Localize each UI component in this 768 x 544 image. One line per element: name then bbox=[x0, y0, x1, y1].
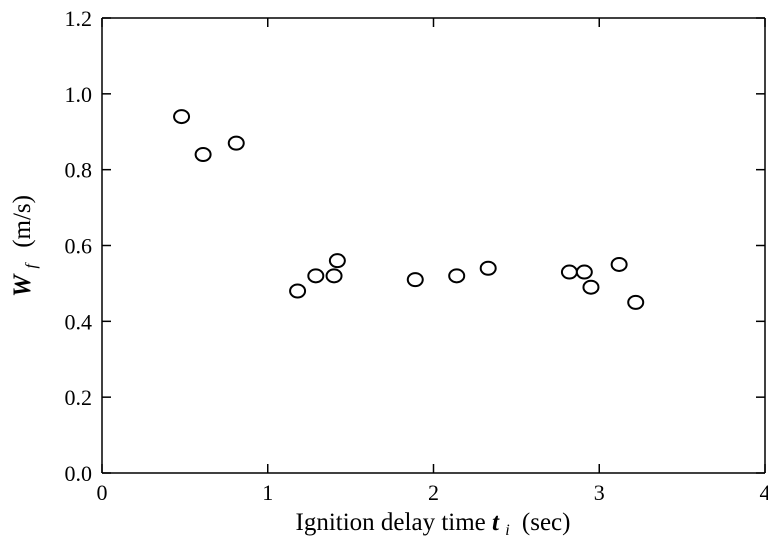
data-point bbox=[582, 279, 600, 295]
data-point bbox=[227, 135, 245, 151]
y-axis-subscript: f bbox=[23, 262, 40, 269]
data-point bbox=[575, 264, 593, 280]
x-tick-label: 0 bbox=[97, 480, 108, 505]
data-point bbox=[627, 294, 645, 310]
data-point bbox=[610, 256, 628, 272]
y-ticks: 0.0 0.2 0.4 0.6 0.8 1.0 1.2 bbox=[65, 6, 765, 486]
data-point bbox=[448, 268, 466, 284]
y-axis-unit: (m/s) bbox=[9, 195, 36, 248]
x-tick-label: 3 bbox=[594, 480, 605, 505]
x-axis-unit: (sec) bbox=[522, 509, 571, 536]
x-tick-label: 4 bbox=[760, 480, 768, 505]
y-tick-label: 1.0 bbox=[65, 82, 93, 107]
y-tick-label: 0.4 bbox=[65, 309, 93, 334]
data-markers bbox=[173, 109, 645, 310]
x-axis-subscript: i bbox=[505, 522, 509, 539]
x-axis-title: Ignition delay time t i (sec) bbox=[296, 509, 571, 541]
data-point bbox=[479, 260, 497, 276]
y-axis-title: W f (m/s) bbox=[9, 195, 42, 297]
x-tick-label: 1 bbox=[262, 480, 273, 505]
data-point bbox=[289, 283, 307, 299]
x-axis-symbol: t bbox=[492, 509, 500, 536]
plot-frame bbox=[101, 17, 766, 474]
data-point bbox=[560, 264, 578, 280]
x-axis-label: Ignition delay time bbox=[296, 509, 486, 536]
data-point bbox=[328, 253, 346, 269]
y-tick-label: 0.0 bbox=[65, 461, 93, 486]
data-point bbox=[194, 147, 212, 162]
data-point bbox=[406, 272, 424, 288]
y-tick-label: 1.2 bbox=[65, 6, 93, 31]
x-tick-label: 2 bbox=[428, 480, 439, 505]
data-point bbox=[325, 268, 343, 284]
y-tick-label: 0.8 bbox=[65, 158, 93, 183]
data-point bbox=[173, 109, 191, 125]
y-axis-symbol: W bbox=[9, 273, 36, 297]
data-point bbox=[307, 268, 325, 284]
y-tick-label: 0.2 bbox=[65, 385, 93, 410]
x-ticks: 0 1 2 3 4 bbox=[97, 18, 768, 505]
y-tick-label: 0.6 bbox=[65, 234, 93, 259]
